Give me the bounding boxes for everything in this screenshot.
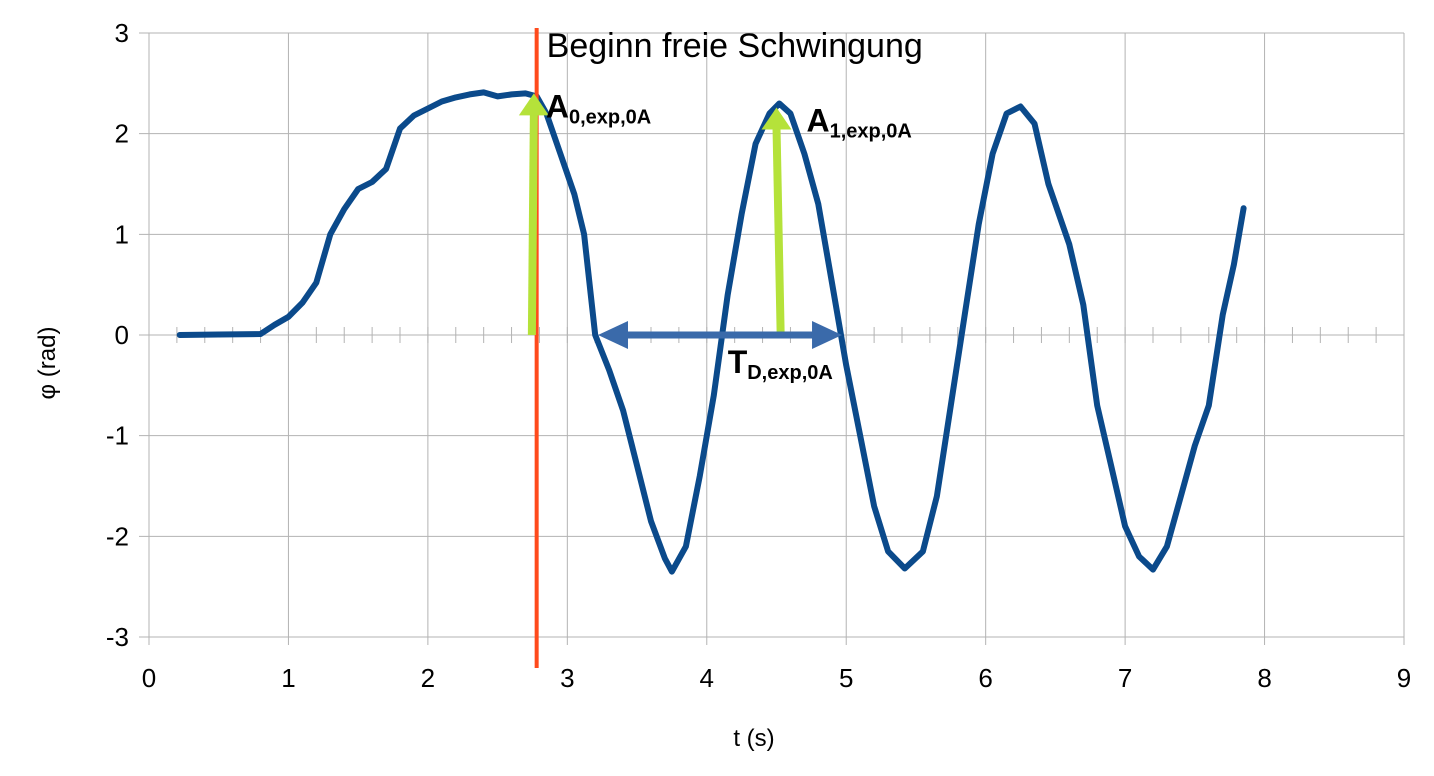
TD-arrow (598, 321, 843, 349)
y-tick-label: -2 (106, 521, 129, 551)
x-tick-label: 8 (1257, 663, 1271, 693)
y-tick-label: 2 (115, 119, 129, 149)
x-tick-label: 7 (1118, 663, 1132, 693)
x-tick-label: 0 (142, 663, 156, 693)
tick-labels: 0 1 2 3 4 5 6 7 8 9 -3 -2 -1 0 1 2 3 (106, 18, 1411, 693)
series (176, 89, 1247, 575)
y-tick-label: 0 (115, 320, 129, 350)
A1-label: A1,exp,0A (807, 102, 912, 142)
A1-arrow-shaft (772, 127, 785, 336)
TD-label: TD,exp,0A (728, 344, 833, 384)
y-tick-label: -1 (106, 421, 129, 451)
x-tick-label: 9 (1397, 663, 1411, 693)
y-tick-label: 1 (115, 219, 129, 249)
x-tick-label: 1 (281, 663, 295, 693)
TD-arrow-head-right (812, 321, 843, 349)
series-line (176, 89, 1247, 575)
A1-arrow (761, 107, 792, 336)
y-tick-label: 3 (115, 18, 129, 48)
A0-arrow (518, 93, 549, 336)
annotations: Beginn freie Schwingung A0,exp,0A A1,exp,0… (518, 27, 923, 668)
x-tick-label: 5 (839, 663, 853, 693)
y-tick-label: -3 (106, 622, 129, 652)
x-tick-label: 6 (978, 663, 992, 693)
x-tick-label: 2 (421, 663, 435, 693)
A0-label: A0,exp,0A (546, 88, 651, 128)
A0-arrow-head (518, 93, 549, 116)
x-tick-label: 4 (700, 663, 714, 693)
A1-arrow-head (761, 107, 792, 130)
x-tick-label: 3 (560, 663, 574, 693)
TD-arrow-head-left (598, 321, 629, 349)
A0-arrow-shaft (527, 113, 538, 336)
start-line-label: Beginn freie Schwingung (547, 27, 923, 65)
y-axis-title: φ (rad) (34, 327, 61, 400)
x-axis-title: t (s) (733, 725, 774, 752)
